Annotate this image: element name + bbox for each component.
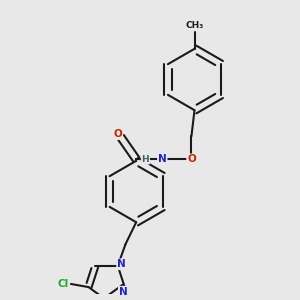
Text: N: N [119,287,128,297]
Text: N: N [158,154,167,164]
Text: N: N [117,259,126,269]
Text: H: H [142,155,149,164]
Text: Cl: Cl [58,279,69,289]
Text: O: O [187,154,196,164]
Text: CH₃: CH₃ [185,21,204,30]
Text: O: O [113,129,122,139]
